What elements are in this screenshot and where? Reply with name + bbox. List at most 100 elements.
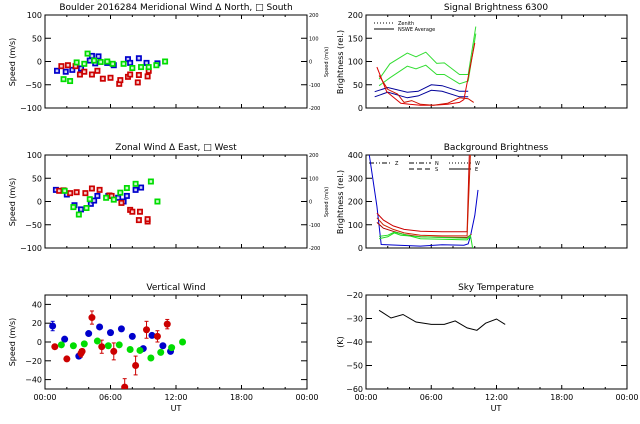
meridional-point-inner [111,62,114,66]
vertical-y-tick-label: 20 [32,319,42,328]
background-y-tick-label: 300 [348,174,363,183]
skytemp-x-axis-label: UT [491,404,502,413]
background-y-tick-label: 200 [348,198,363,207]
vertical-point-blue [49,322,57,330]
meridional-point-inner [66,63,70,67]
meridional-right-y-axis-label: Speed (m/s) [324,47,330,77]
meridional-point-inner [139,65,143,69]
signal-y-tick-label: 150 [348,34,363,43]
zonal-point-inner [72,205,75,209]
vertical-wind-title: Vertical Wind [146,283,205,293]
zonal-point-inner [75,190,78,194]
meridional-y-tick-label: 0 [37,58,42,67]
vertical-x-tick-label: 00:00 [295,393,318,402]
background-legend-label: E [475,167,478,173]
zonal-point-inner [149,180,153,183]
vertical-point-green [80,340,88,348]
vertical-point-red [153,332,161,340]
zonal-point-inner [65,193,69,196]
meridional-right-y-tick-label: 0 [309,60,312,66]
meridional-right-y-tick-label: 100 [309,36,319,42]
zonal-y-tick-label: 100 [27,151,42,160]
meridional-wind-panel: Boulder 2016284 Meridional Wind Δ North,… [8,3,330,113]
vertical-point-red [132,362,140,369]
skytemp-y-axis-label: (K) [336,336,345,348]
meridional-point-inner [60,64,63,68]
signal-legend-label: NSWE Average [398,27,435,33]
meridional-point-inner [97,55,100,58]
meridional-point-inner [75,61,78,64]
skytemp-x-tick-label: 06:00 [420,393,443,402]
background-series-green-E [379,231,471,241]
meridional-point-inner [126,57,130,61]
meridional-point-inner [83,70,86,74]
skytemp-y-tick-label: −40 [346,338,363,347]
skytemp-x-tick-label: 12:00 [485,393,508,402]
vertical-y-tick-label: −20 [25,357,42,366]
signal-y-tick-label: 50 [353,81,363,90]
signal-series-green-upper [378,26,477,80]
meridional-point-inner [147,69,151,73]
vertical-point-blue [148,331,156,339]
vertical-x-axis-label: UT [171,404,182,413]
vertical-point-green [57,341,65,349]
vertical-wind-panel: Vertical Wind Speed (m/s) UT −40 −20 0 20 40… [8,283,319,413]
vertical-point-green [179,338,187,346]
signal-brightness-title: Signal Brightness 6300 [444,3,548,13]
skytemp-y-tick-label: −20 [346,291,363,300]
vertical-point-red [121,383,129,389]
meridional-right-y-tick-label: -100 [309,83,320,89]
zonal-point-inner [92,199,96,202]
signal-series-red-average [378,75,474,106]
skytemp-plot-frame [365,294,628,390]
vertical-y-axis-label: Speed (m/s) [8,318,17,367]
meridional-y-tick-label: −50 [25,81,42,90]
zonal-point-inner [138,210,142,214]
zonal-right-y-tick-label: -100 [309,223,320,229]
zonal-point-inner [88,197,92,201]
zonal-point-inner [139,186,143,189]
vertical-point-blue [159,342,167,350]
meridional-point-inner [105,60,109,63]
meridional-point-inner [92,59,96,62]
vertical-point-green [168,344,176,352]
meridional-point-inner [145,61,148,65]
vertical-point-red [51,343,59,351]
vertical-point-green [93,337,101,345]
meridional-point-inner [119,78,122,82]
vertical-point-blue [96,323,104,331]
meridional-point-inner [90,54,94,58]
zonal-point-inner [125,194,129,198]
background-series-green-W [378,232,474,248]
meridional-point-inner [68,79,72,83]
zonal-right-y-tick-label: 100 [309,176,319,182]
meridional-point-inner [70,68,74,72]
meridional-point-inner [163,60,167,63]
vertical-point-blue [61,335,69,343]
meridional-y-tick-label: −100 [20,104,42,113]
zonal-point-inner [134,188,137,192]
vertical-point-blue [128,332,136,340]
signal-series-green-lower [378,33,477,87]
zonal-point-inner [119,191,122,194]
signal-brightness-panel: Signal Brightness 6300 Brightness (rel.)… [336,3,628,113]
meridional-point-inner [146,75,149,78]
signal-series-blue-upper [374,84,469,93]
meridional-point-inner [101,77,105,81]
meridional-point-inner [128,61,132,65]
zonal-point-inner [131,210,134,214]
meridional-point-inner [78,73,82,76]
zonal-y-tick-label: 0 [37,198,42,207]
meridional-point-inner [83,62,86,66]
vertical-point-green [147,354,155,362]
vertical-x-tick-label: 06:00 [99,393,122,402]
meridional-point-inner [62,77,65,81]
skytemp-y-tick-label: −50 [346,362,363,371]
signal-y-tick-label: 0 [358,104,363,113]
sky-temperature-title: Sky Temperature [458,283,534,293]
meridional-point-inner [136,81,140,84]
meridional-point-inner [117,82,121,86]
zonal-point-inner [125,186,129,190]
background-y-tick-label: 0 [358,244,363,253]
